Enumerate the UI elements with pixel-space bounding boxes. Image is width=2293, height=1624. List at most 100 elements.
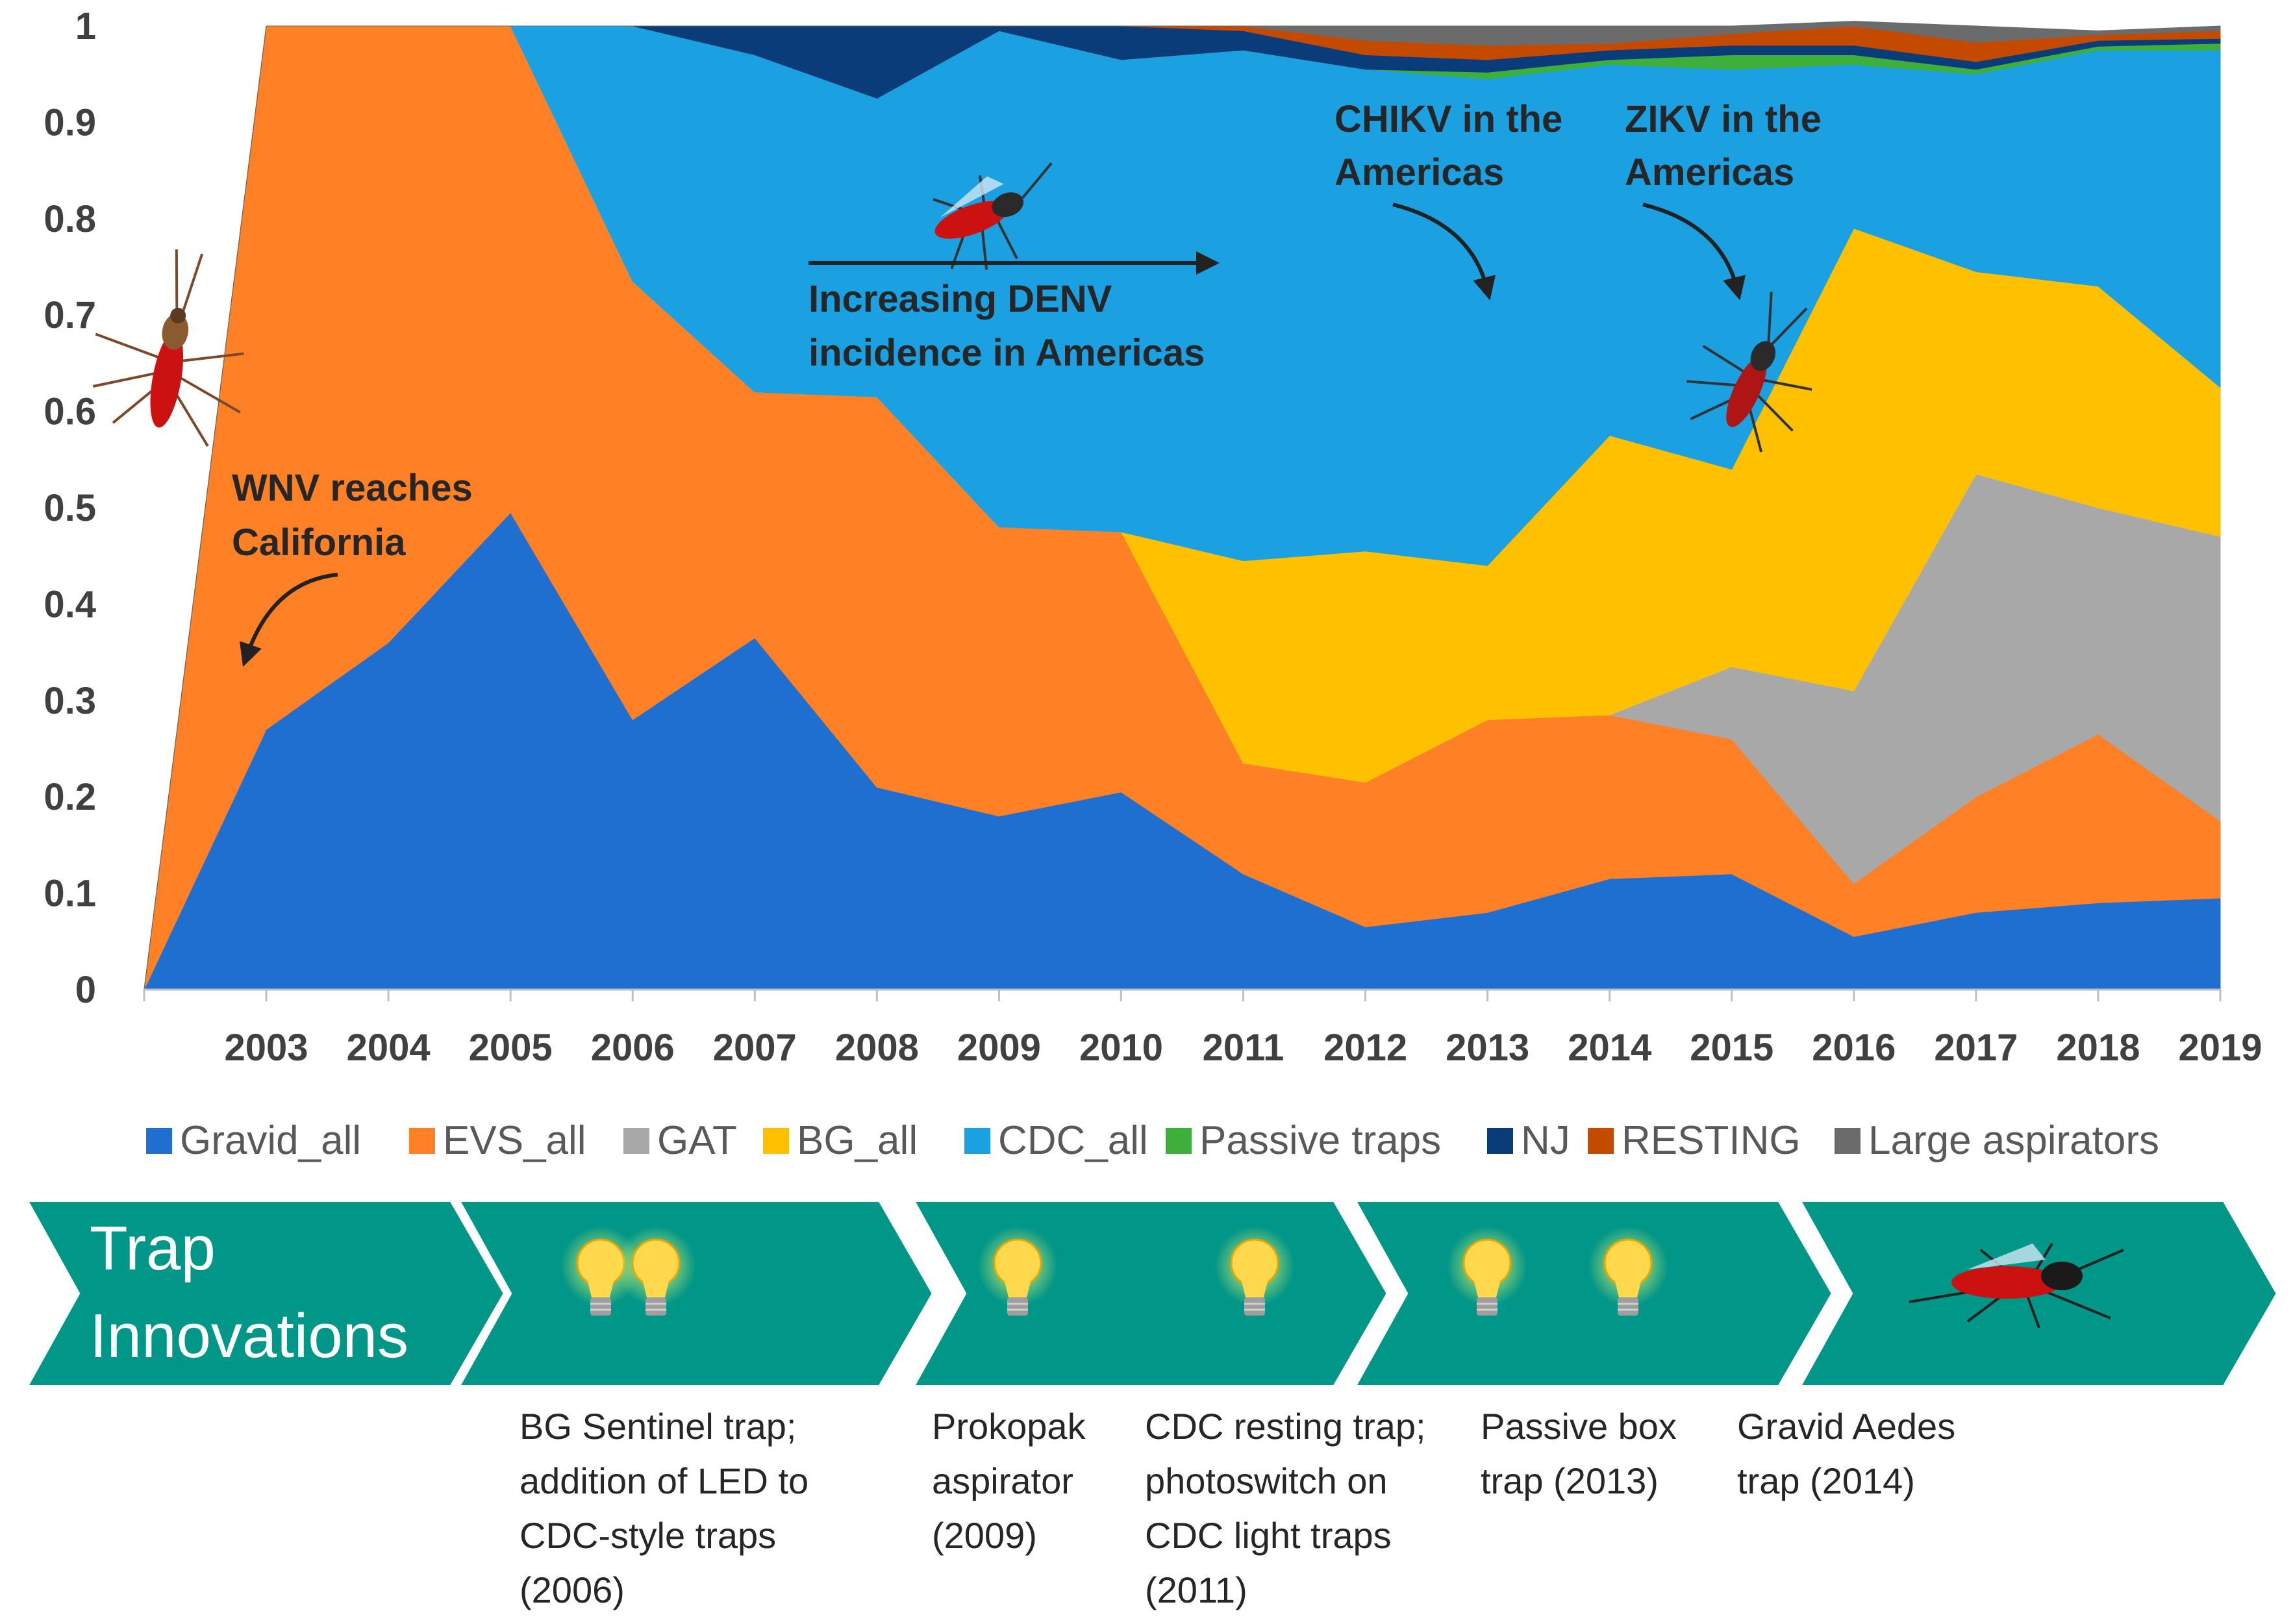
annotation-zikv: ZIKV in the Americas — [1625, 98, 1832, 194]
legend-swatch — [1487, 1128, 1513, 1154]
x-tick-label: 2015 — [1690, 1027, 1773, 1069]
annotation-zikv-line: ZIKV in the — [1625, 98, 1822, 140]
trap-innovations-timeline — [22, 1198, 2281, 1389]
annotation-denv: Increasing DENV incidence in Americas — [808, 278, 1205, 374]
timeline-caption-5: Gravid Aedes trap (2014) — [1737, 1399, 1955, 1508]
x-tick-label: 2005 — [469, 1027, 553, 1069]
chikv-arrow — [1392, 203, 1496, 301]
legend-swatch — [763, 1128, 789, 1154]
x-tick-label: 2007 — [713, 1027, 797, 1069]
light-bulb-icon — [560, 1226, 641, 1316]
legend-label: EVS_all — [443, 1118, 586, 1163]
x-tick-label: 2019 — [2178, 1027, 2262, 1069]
x-tick-label: 2016 — [1812, 1027, 1896, 1069]
annotation-wnv-line: WNV reaches — [232, 467, 473, 509]
y-tick-label: 0.7 — [44, 294, 96, 336]
y-tick-label: 1 — [75, 5, 96, 47]
light-bulb-icon — [977, 1226, 1058, 1316]
x-tick-label: 2013 — [1446, 1027, 1529, 1069]
chart-legend: Gravid_all EVS_all GAT BG_all CDC_all Passive… — [146, 1118, 2159, 1163]
timeline-caption-4: Passive box trap (2013) — [1481, 1399, 1677, 1508]
light-bulb-icon — [1588, 1226, 1668, 1316]
caption-line: Passive box — [1481, 1406, 1677, 1447]
y-tick-label: 0.3 — [44, 680, 96, 722]
timeline-caption-3: CDC resting trap; photoswitch on CDC lig… — [1145, 1399, 1426, 1618]
x-tick-label: 2008 — [835, 1027, 919, 1069]
timeline-caption-2: Prokopak aspirator (2009) — [932, 1399, 1086, 1563]
annotation-denv-line: Increasing DENV — [808, 278, 1112, 320]
x-tick-label: 2010 — [1079, 1027, 1163, 1069]
x-tick-label: 2006 — [591, 1027, 675, 1069]
legend-swatch — [1835, 1128, 1861, 1154]
mosquito-icon-zikv — [1686, 292, 1812, 453]
legend-label: Gravid_all — [180, 1118, 361, 1163]
legend-swatch — [1588, 1128, 1614, 1154]
zikv-arrow — [1642, 203, 1746, 301]
legend-swatch — [1166, 1128, 1192, 1154]
timeline-chevron-3 — [1350, 1198, 1836, 1389]
caption-line: photoswitch on — [1145, 1460, 1388, 1501]
mosquito-icon-wnv — [92, 249, 244, 447]
timeline-caption-1: BG Sentinel trap; addition of LED to CDC… — [520, 1399, 808, 1618]
bulb-icons — [560, 1226, 1668, 1316]
caption-line: CDC-style traps — [520, 1515, 777, 1556]
x-tick-label: 2004 — [347, 1027, 431, 1069]
caption-line: trap (2013) — [1481, 1460, 1659, 1501]
legend-swatch — [964, 1128, 990, 1154]
legend-label: GAT — [657, 1118, 737, 1163]
caption-line: addition of LED to — [520, 1460, 809, 1501]
x-tick-label: 2009 — [957, 1027, 1041, 1069]
x-tick-label: 2003 — [225, 1027, 308, 1069]
light-bulb-icon — [616, 1226, 696, 1316]
annotation-chikv: CHIKV in the Americas — [1334, 98, 1573, 194]
caption-line: aspirator — [932, 1460, 1073, 1501]
caption-line: (2006) — [520, 1569, 625, 1610]
y-tick-label: 0.2 — [44, 776, 96, 818]
y-tick-label: 0.1 — [44, 873, 96, 915]
annotation-wnv-line: California — [232, 521, 406, 564]
chart-axes: 0 0.1 0.2 0.3 0.4 0.5 0.6 0.7 0.8 0.9 1 2003 2004 200… — [44, 5, 2262, 1069]
legend-label: Passive traps — [1199, 1118, 1441, 1163]
x-tick-label: 2017 — [1934, 1027, 2018, 1069]
stacked-area-plot — [144, 21, 2221, 990]
x-tick-label: 2011 — [1203, 1027, 1284, 1069]
annotation-chikv-line: CHIKV in the — [1334, 98, 1562, 140]
timeline-chevron-2 — [908, 1198, 1391, 1389]
x-tick-label: 2018 — [2056, 1027, 2140, 1069]
y-tick-label: 0.5 — [44, 487, 96, 529]
legend-swatch — [146, 1128, 172, 1154]
annotation-wnv: WNV reaches California — [232, 467, 483, 564]
timeline-title-line: Trap — [90, 1214, 216, 1283]
caption-line: trap (2014) — [1737, 1460, 1915, 1501]
wnv-arrow — [239, 573, 338, 667]
timeline-chevron-title — [22, 1198, 508, 1389]
y-tick-label: 0 — [75, 969, 96, 1011]
caption-line: (2009) — [932, 1515, 1037, 1556]
y-tick-label: 0.9 — [44, 101, 96, 144]
legend-swatch — [409, 1128, 435, 1154]
legend-label: RESTING — [1622, 1118, 1801, 1163]
x-tick-label: 2012 — [1323, 1027, 1407, 1069]
caption-line: CDC light traps — [1145, 1515, 1392, 1556]
y-tick-label: 0.8 — [44, 198, 96, 240]
legend-label: BG_all — [797, 1118, 918, 1163]
annotation-denv-line: incidence in Americas — [808, 332, 1205, 374]
mosquito-icon-timeline — [1909, 1242, 2124, 1329]
caption-line: (2011) — [1145, 1569, 1247, 1610]
legend-label: CDC_all — [998, 1118, 1148, 1163]
area-large-aspirators — [144, 21, 2221, 990]
annotation-zikv-line: Americas — [1625, 151, 1794, 194]
legend-label: Large aspirators — [1868, 1118, 2159, 1163]
caption-line: BG Sentinel trap; — [520, 1406, 797, 1447]
timeline-chevron-1 — [454, 1198, 936, 1389]
annotation-chikv-line: Americas — [1334, 151, 1504, 194]
caption-line: Gravid Aedes — [1737, 1406, 1956, 1447]
timeline-title-line: Innovations — [90, 1301, 408, 1371]
light-bulb-icon — [1447, 1226, 1527, 1316]
caption-line: CDC resting trap; — [1145, 1406, 1426, 1447]
mosquito-icon-denv — [933, 162, 1053, 270]
y-tick-label: 0.6 — [44, 391, 96, 433]
light-bulb-icon — [1214, 1226, 1295, 1316]
caption-line: Prokopak — [932, 1406, 1086, 1447]
